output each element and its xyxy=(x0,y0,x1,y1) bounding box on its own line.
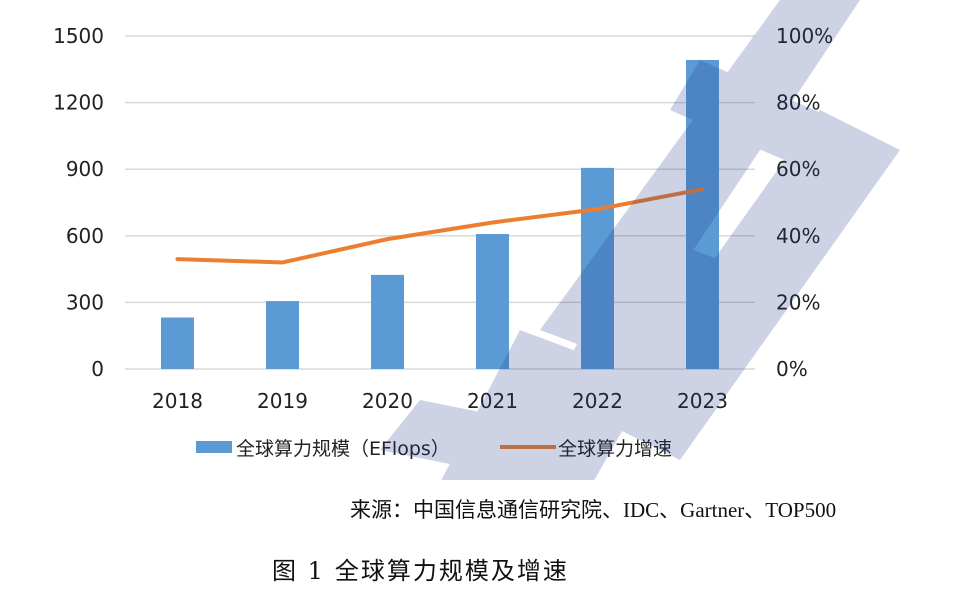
gridlines xyxy=(125,35,755,370)
bar xyxy=(266,301,299,369)
x-axis-ticks: 2018 2019 2020 2021 2022 2023 xyxy=(152,389,728,413)
bar xyxy=(161,317,194,369)
right-tick-label: 60% xyxy=(776,157,820,181)
legend: 全球算力规模（EFlops） 全球算力增速 xyxy=(196,438,672,460)
bar xyxy=(371,274,404,369)
left-tick-label: 1200 xyxy=(53,91,104,115)
x-tick-label: 2019 xyxy=(257,389,308,413)
x-tick-label: 2020 xyxy=(362,389,413,413)
right-tick-label: 80% xyxy=(776,91,820,115)
combo-chart: 0 300 600 900 1200 1500 0% 20% 40% 60% 80% 100% 20… xyxy=(53,0,900,480)
growth-line xyxy=(175,187,705,265)
legend-label-bar: 全球算力规模（EFlops） xyxy=(236,438,450,460)
left-axis-ticks: 0 300 600 900 1200 1500 xyxy=(53,24,104,381)
figure-caption: 图 1 全球算力规模及增速 xyxy=(272,551,579,586)
right-tick-label: 100% xyxy=(776,24,833,48)
bar xyxy=(581,167,614,369)
line-series xyxy=(175,187,705,265)
watermark xyxy=(380,0,900,480)
left-tick-label: 600 xyxy=(66,224,104,248)
right-tick-label: 40% xyxy=(776,224,820,248)
bar xyxy=(686,59,719,369)
right-tick-label: 0% xyxy=(776,357,808,381)
bar-series xyxy=(161,59,719,369)
legend-label-line: 全球算力增速 xyxy=(558,438,672,460)
right-axis-ticks: 0% 20% 40% 60% 80% 100% xyxy=(776,24,833,381)
legend-swatch-bar xyxy=(196,441,232,453)
figure-number: 图 1 xyxy=(272,557,325,585)
left-tick-label: 0 xyxy=(91,357,104,381)
source-note: 来源：中国信息通信研究院、IDC、Gartner、TOP500 xyxy=(350,498,837,522)
x-tick-label: 2018 xyxy=(152,389,203,413)
bar xyxy=(476,234,509,369)
x-tick-label: 2022 xyxy=(572,389,623,413)
left-tick-label: 900 xyxy=(66,157,104,181)
figure-title: 全球算力规模及增速 xyxy=(334,557,569,585)
left-tick-label: 1500 xyxy=(53,24,104,48)
x-tick-label: 2021 xyxy=(467,389,518,413)
right-tick-label: 20% xyxy=(776,290,820,314)
left-tick-label: 300 xyxy=(66,290,104,314)
x-tick-label: 2023 xyxy=(677,389,728,413)
